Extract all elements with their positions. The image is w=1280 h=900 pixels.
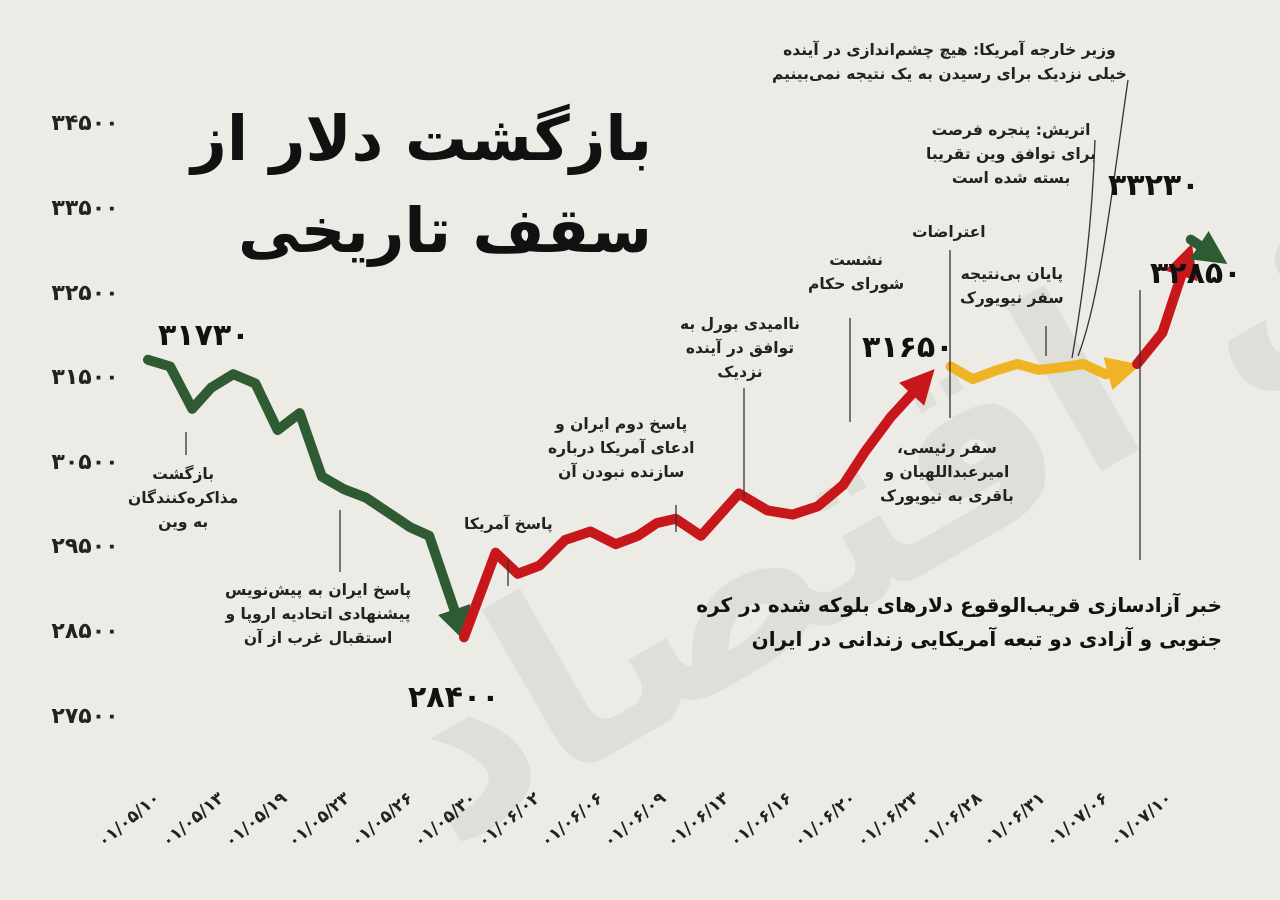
chart-canvas: دنیای اقتصاد بازگشت دلار از سقف تاریخی ۲… xyxy=(51,0,1280,900)
y-tick-label: ۳۰۵۰۰ xyxy=(51,449,119,475)
y-tick-label: ۳۱۵۰۰ xyxy=(51,365,119,391)
y-tick-label: ۲۹۵۰۰ xyxy=(51,534,119,560)
y-tick-label: ۲۸۵۰۰ xyxy=(51,619,119,645)
event-board-meeting: نشست شورای حکام xyxy=(808,251,905,294)
value-label-start: ۳۱۷۳۰ xyxy=(158,318,250,353)
y-tick-label: ۲۷۵۰۰ xyxy=(51,703,119,729)
event-protests: اعتراضات xyxy=(912,223,986,241)
series-line-4 xyxy=(1185,231,1228,265)
value-label-mid: ۳۱۶۵۰ xyxy=(862,330,954,365)
event-austria: اتریش: پنجره فرصت برای توافق وین تقریبا بس… xyxy=(926,121,1097,188)
event-iran-response-eu: پاسخ ایران به پیش‌نویس پیشنهادی اتحادیه ا… xyxy=(225,581,412,648)
event-raisi-trip: سفر رئیسی، امیرعبداللهیان و باقری به نیویو… xyxy=(880,439,1014,506)
y-tick-label: ۳۳۵۰۰ xyxy=(51,196,119,221)
chart-title-line2: سقف تاریخی xyxy=(238,194,652,267)
series-line-3 xyxy=(1132,243,1198,369)
event-us-response: پاسخ آمریکا xyxy=(464,515,553,533)
y-tick-label: ۳۴۵۰۰ xyxy=(51,111,119,137)
chart-title-line1: بازگشت دلار از xyxy=(191,102,652,175)
value-label-peak: ۳۳۲۳۰ xyxy=(1108,168,1200,203)
y-tick-label: ۳۲۵۰۰ xyxy=(51,280,119,306)
series-line-0 xyxy=(143,354,471,642)
event-ny-trip-end: پایان بی‌نتیجه سفر نیویورک xyxy=(960,265,1064,308)
event-us-foreign-minister: وزیر خارجه آمریکا: هیچ چشم‌اندازی در آین… xyxy=(772,41,1127,84)
line-chart xyxy=(143,79,1228,643)
leader-curve-us-fm xyxy=(1077,79,1129,357)
value-label-end: ۳۲۸۵۰ xyxy=(1150,256,1242,291)
leader-curve-austria xyxy=(1071,139,1096,359)
event-iran-second-response: پاسخ دوم ایران و ادعای آمریکا درباره سازند… xyxy=(548,415,695,482)
news-korea-funds: خبر آزادسازی قریب‌الوقوع دلارهای بلوکه ش… xyxy=(696,593,1222,651)
series-line-2 xyxy=(945,357,1141,390)
event-return-negotiators: بازگشت مذاکره‌کنندگان به وین xyxy=(128,465,239,532)
value-label-low: ۲۸۴۰۰ xyxy=(408,680,500,715)
event-borrell: ناامیدی بورل به توافق در آینده نزدیک xyxy=(680,315,800,382)
